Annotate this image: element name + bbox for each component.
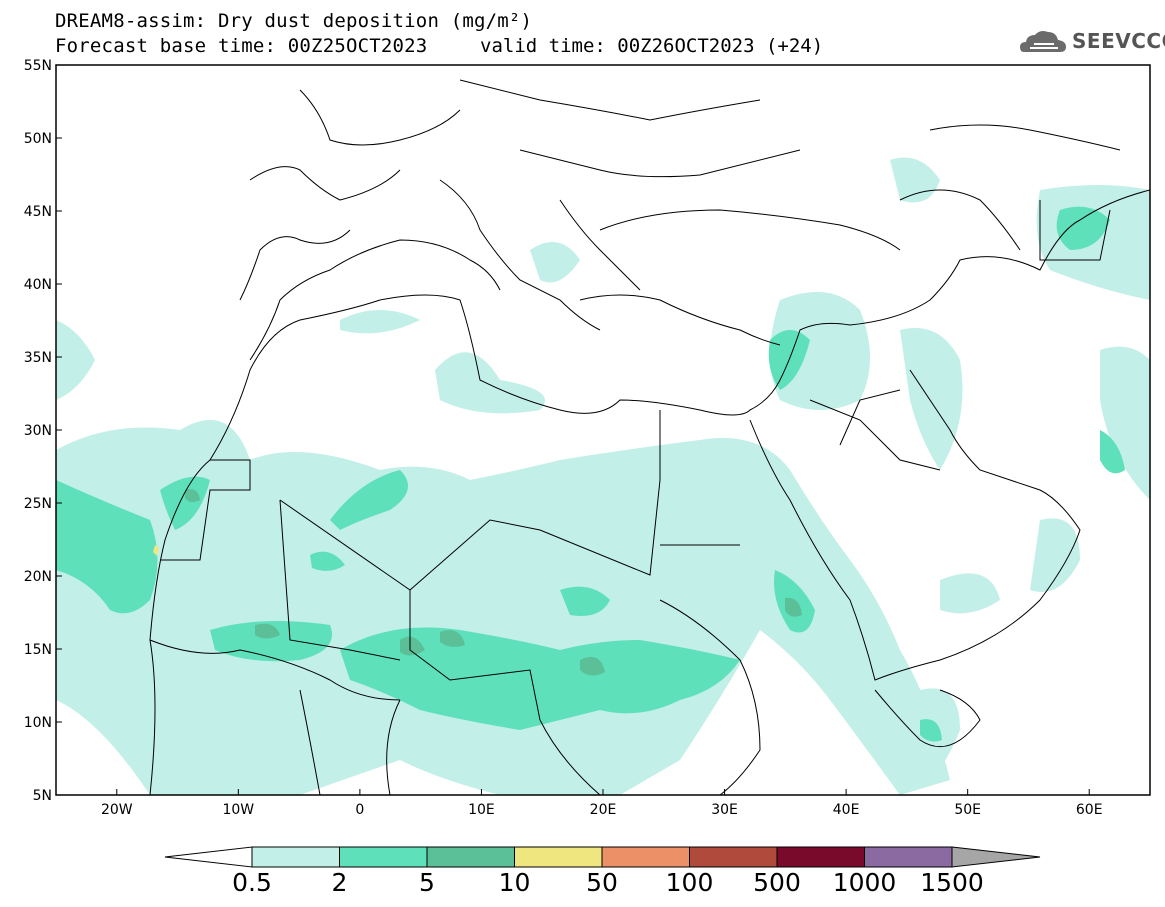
colorbar-label: 0.5: [232, 868, 272, 897]
colorbar-boxes: [251, 846, 953, 868]
lat-tick-label: 40N: [24, 277, 52, 293]
lon-tick-label: 60E: [1076, 802, 1103, 818]
lon-tick-label: 40E: [833, 802, 860, 818]
lon-tick-label: 10W: [222, 802, 254, 818]
lat-tick-label: 55N: [24, 58, 52, 74]
colorbar-label: 500: [753, 868, 801, 897]
colorbar-label: 100: [666, 868, 714, 897]
colorbar-under-triangle: [164, 846, 253, 868]
forecast-base-time: Forecast base time: 00Z25OCT2023: [55, 35, 428, 57]
logo-text: SEEVCCC: [1072, 29, 1165, 53]
lon-tick-label: 30E: [711, 802, 738, 818]
colorbar-label: 50: [586, 868, 618, 897]
colorbar-box: [339, 846, 428, 868]
colorbar-box: [601, 846, 690, 868]
deposition-fields: [56, 79, 1150, 795]
longitude-ticks: 20W 10W 0 10E 20E 30E 40E 50E 60E: [101, 789, 1103, 818]
latitude-ticks: 55N 50N 45N 40N 35N 30N 25N 20N 15N 10N 5N: [24, 58, 62, 804]
deposition-light: [56, 157, 1150, 795]
colorbar-box: [864, 846, 953, 868]
colorbar-over-triangle: [951, 846, 1041, 868]
lat-tick-label: 20N: [24, 569, 52, 585]
lon-tick-label: 10E: [468, 802, 495, 818]
coastlines-and-borders: [149, 79, 1150, 795]
lon-tick-label: 20E: [590, 802, 617, 818]
lat-tick-label: 50N: [24, 131, 52, 147]
map-title: DREAM8-assim: Dry dust deposition (mg/m²…: [55, 10, 533, 32]
lat-tick-label: 5N: [33, 788, 52, 804]
lon-tick-label: 20W: [101, 802, 133, 818]
colorbar-box: [689, 846, 778, 868]
colorbar-box: [514, 846, 603, 868]
colorbar-label: 1500: [920, 868, 984, 897]
colorbar-box: [426, 846, 515, 868]
lat-tick-label: 30N: [24, 423, 52, 439]
colorbar-label: 2: [332, 868, 348, 897]
colorbar-labels: 0.5 2 5 10 50 100 500 1000 1500: [232, 868, 984, 897]
valid-time: valid time: 00Z26OCT2023 (+24): [480, 35, 824, 57]
colorbar-label: 10: [499, 868, 531, 897]
lat-tick-label: 10N: [24, 715, 52, 731]
lat-tick-label: 15N: [24, 642, 52, 658]
lat-tick-label: 45N: [24, 204, 52, 220]
lon-tick-label: 50E: [954, 802, 981, 818]
colorbar-label: 5: [419, 868, 435, 897]
deposition-yellow-spot: [153, 545, 159, 556]
deposition-dark: [185, 489, 802, 676]
colorbar-box: [251, 846, 340, 868]
cloud-logo-icon: [1020, 31, 1066, 52]
colorbar-box: [776, 846, 865, 868]
lon-tick-label: 0: [355, 802, 364, 818]
lat-tick-label: 35N: [24, 350, 52, 366]
lat-tick-label: 25N: [24, 496, 52, 512]
colorbar-label: 1000: [833, 868, 897, 897]
